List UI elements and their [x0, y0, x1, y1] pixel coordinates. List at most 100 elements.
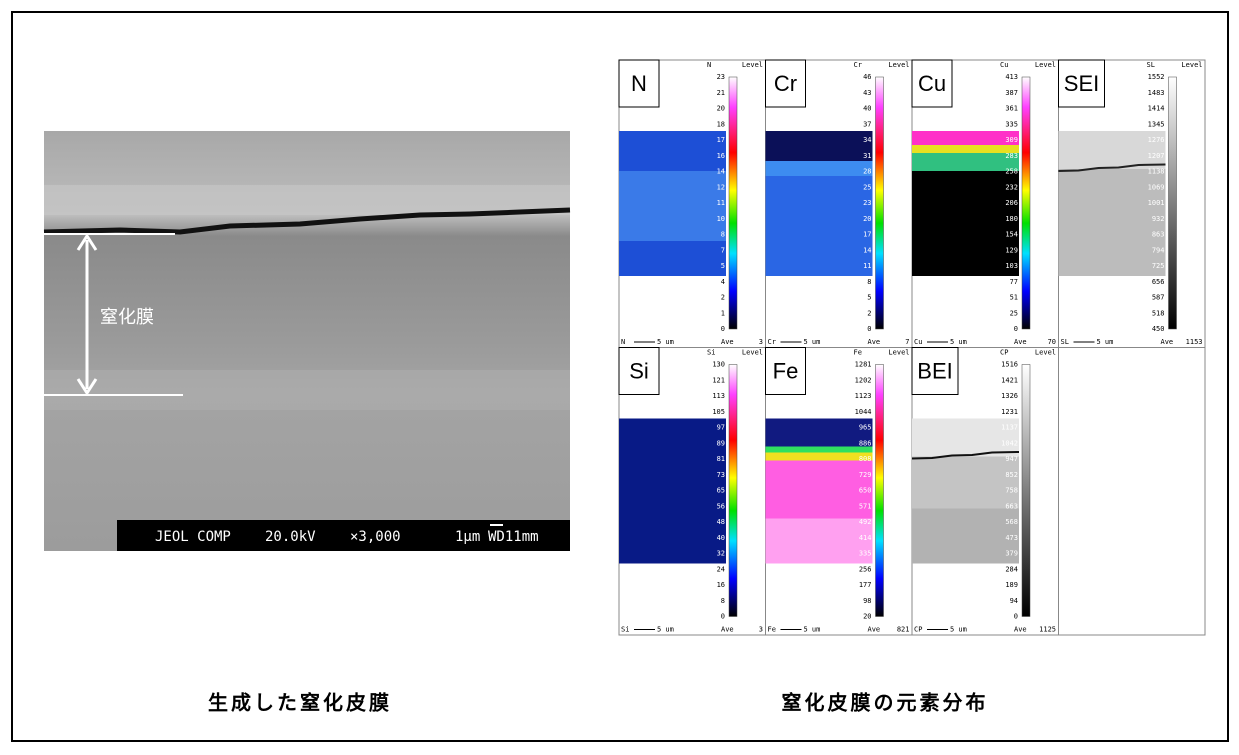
map-code: SL: [1061, 338, 1069, 346]
level-label: 932: [1152, 215, 1165, 223]
level-label: 56: [717, 502, 725, 510]
level-label: 568: [1005, 518, 1018, 526]
sem-image: 窒化膜 JEOL COMP 20.0kV ×3,000 1μm WD11mm: [44, 131, 570, 551]
color-bar: [1022, 365, 1030, 617]
level-label: 98: [863, 597, 871, 605]
ave-value: 70: [1048, 338, 1056, 346]
level-label: 11: [863, 262, 871, 270]
level-label: 40: [717, 534, 725, 542]
level-label: 2: [721, 294, 725, 302]
level-label: 650: [859, 487, 872, 495]
level-label: 17: [863, 231, 871, 239]
scale-label: 5 um: [950, 626, 967, 634]
level-label: 32: [717, 550, 725, 558]
level-label: 206: [1005, 199, 1018, 207]
ave-label: Ave: [1014, 338, 1027, 346]
level-label: 8: [867, 278, 871, 286]
sem-info: ×3,000: [350, 529, 401, 545]
ave-value: 1125: [1039, 626, 1056, 634]
level-label: 794: [1152, 246, 1165, 254]
figure: 窒化膜 JEOL COMP 20.0kV ×3,000 1μm WD11mm 生…: [0, 0, 1239, 751]
ave-label: Ave: [1014, 626, 1027, 634]
level-label: 1123: [855, 392, 872, 400]
map-label: Cu: [918, 71, 946, 96]
level-label: 2: [867, 309, 871, 317]
level-label: 25: [863, 183, 871, 191]
level-label: 5: [867, 294, 871, 302]
level-label: 40: [863, 105, 871, 113]
level-label: 20: [863, 613, 871, 621]
caption: 生成した窒化皮膜: [208, 691, 392, 715]
level-label: 4: [721, 278, 725, 286]
level-label: 0: [721, 613, 725, 621]
level-label: 758: [1005, 487, 1018, 495]
level-label: 1326: [1001, 392, 1018, 400]
level-label: 1069: [1148, 183, 1165, 191]
level-label: 105: [712, 408, 725, 416]
level-label: 361: [1005, 105, 1018, 113]
level-label: 1: [721, 309, 725, 317]
level-label: 808: [859, 455, 872, 463]
level-label: 232: [1005, 183, 1018, 191]
sem-info: JEOL COMP: [155, 529, 231, 545]
map-code: Fe: [768, 626, 776, 634]
level-label: 10: [717, 215, 725, 223]
level-label: 587: [1152, 294, 1165, 302]
level-label: 1414: [1148, 105, 1165, 113]
level-label: 1345: [1148, 120, 1165, 128]
level-title: Level: [888, 349, 909, 357]
map-region: [766, 519, 873, 564]
ave-label: Ave: [721, 338, 734, 346]
level-label: 283: [1005, 152, 1018, 160]
scale-label: 5 um: [950, 338, 967, 346]
color-bar: [876, 365, 884, 617]
level-label: 12: [717, 183, 725, 191]
map-code: Cr: [768, 338, 776, 346]
sem-info: WD11mm: [488, 529, 539, 545]
level-label: 335: [859, 550, 872, 558]
level-label: 81: [717, 455, 725, 463]
level-label: 965: [859, 424, 872, 432]
level-label: 31: [863, 152, 871, 160]
level-label: 25: [1010, 309, 1018, 317]
map-label: N: [631, 71, 647, 96]
map-code: Cr: [854, 61, 862, 69]
level-label: 103: [1005, 262, 1018, 270]
ave-label: Ave: [721, 626, 734, 634]
level-label: 284: [1005, 565, 1018, 573]
map-label: Fe: [773, 358, 799, 383]
map-code: Si: [621, 626, 629, 634]
sem-info: 1μm: [455, 529, 480, 545]
map-code: CP: [914, 626, 922, 634]
map-region: [766, 161, 873, 176]
map-code: N: [707, 61, 711, 69]
level-label: 0: [721, 325, 725, 333]
level-label: 1207: [1148, 152, 1165, 160]
level-label: 1276: [1148, 136, 1165, 144]
map-code: N: [621, 338, 625, 346]
color-bar: [729, 365, 737, 617]
map-region: [912, 509, 1019, 564]
level-label: 65: [717, 487, 725, 495]
level-title: Level: [742, 61, 763, 69]
ave-value: 3: [759, 626, 763, 634]
color-bar: [729, 77, 737, 329]
caption: 窒化皮膜の元素分布: [782, 691, 989, 715]
level-label: 89: [717, 439, 725, 447]
level-label: 725: [1152, 262, 1165, 270]
level-label: 1001: [1148, 199, 1165, 207]
level-label: 129: [1005, 246, 1018, 254]
level-label: 0: [1014, 325, 1018, 333]
level-label: 309: [1005, 136, 1018, 144]
level-label: 1281: [855, 361, 872, 369]
level-label: 473: [1005, 534, 1018, 542]
level-label: 97: [717, 424, 725, 432]
maps: 232120181716141211108754210NLevelN5 umAv…: [619, 60, 1205, 635]
level-label: 46: [863, 73, 871, 81]
map-code: Fe: [854, 349, 862, 357]
level-label: 180: [1005, 215, 1018, 223]
level-label: 37: [863, 120, 871, 128]
level-label: 450: [1152, 325, 1165, 333]
scale-label: 5 um: [657, 338, 674, 346]
level-label: 663: [1005, 502, 1018, 510]
